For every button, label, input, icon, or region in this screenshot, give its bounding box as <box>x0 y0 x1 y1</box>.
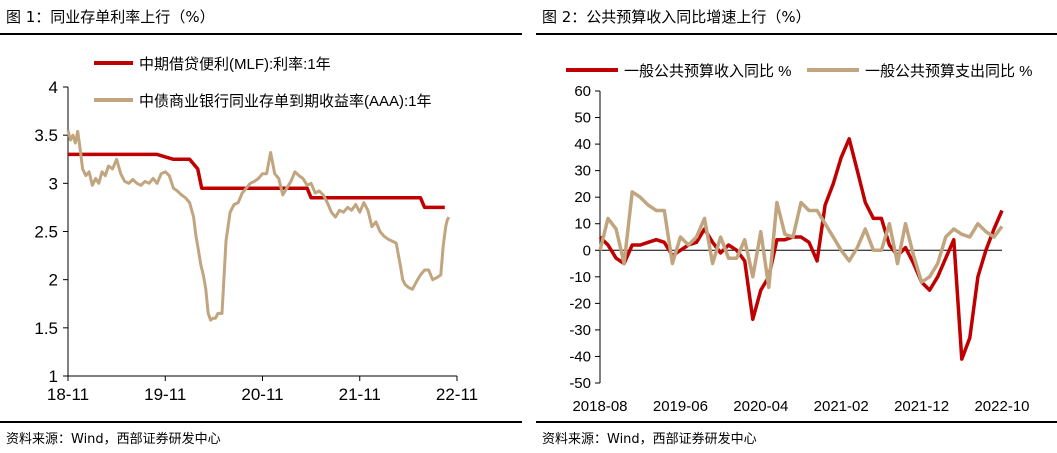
x-tick-label: 18-11 <box>47 385 89 404</box>
y-tick-label: -40 <box>569 348 591 365</box>
y-tick-label: 60 <box>574 83 591 100</box>
x-tick-label: 2021-12 <box>894 398 949 415</box>
x-tick-label: 2022-10 <box>974 398 1029 415</box>
x-tick-label: 2019-06 <box>653 398 708 415</box>
figure-1-top-rule <box>0 33 522 35</box>
x-tick-label: 21-11 <box>339 385 381 404</box>
x-tick-label: 19-11 <box>144 385 186 404</box>
figure-1-panel: 图 1：同业存单利率上行（%） 1 1.5 2 2.5 3 3.5 4 18-11 19-11 2… <box>0 0 522 453</box>
y-tick-label: 1 <box>49 367 58 386</box>
x-tick-label: 2020-04 <box>733 398 788 415</box>
figure-2-top-rule <box>536 33 1057 35</box>
y-tick-label: 1.5 <box>34 319 58 338</box>
y-tick-label: 30 <box>574 163 591 180</box>
legend-label-2: 中债商业银行同业存单到期收益率(AAA):1年 <box>139 93 432 110</box>
y-tick-label: 10 <box>574 216 591 233</box>
x-tick-label: 2018-08 <box>572 398 627 415</box>
figure-1-source: 资料来源：Wind，西部证券研发中心 <box>6 432 221 447</box>
series-line-1 <box>68 152 445 210</box>
y-tick-label: 2.5 <box>34 223 58 242</box>
series-line-2 <box>66 129 451 322</box>
figure-2-source: 资料来源：Wind，西部证券研发中心 <box>542 432 757 447</box>
y-tick-label: 2 <box>49 271 58 290</box>
figure-2-panel: 图 2：公共预算收入同比增速上行（%） -50 -40 -30 -20 -10 0 10 20… <box>536 0 1057 453</box>
series-line-1 <box>598 137 1004 361</box>
legend-label-1: 中期借贷便利(MLF):利率:1年 <box>139 56 331 73</box>
legend-label-1: 一般公共预算收入同比 % <box>624 62 792 80</box>
figure-2-chart: -50 -40 -30 -20 -10 0 10 20 30 40 50 60 2018-08 2019-… <box>566 62 1033 415</box>
y-tick-label: 0 <box>583 242 591 259</box>
y-tick-label: -10 <box>569 269 591 286</box>
y-tick-label: 50 <box>574 110 591 127</box>
figure-1-title: 图 1：同业存单利率上行（%） <box>6 8 215 26</box>
y-tick-label: 20 <box>574 189 591 206</box>
figure-2-bottom-rule <box>536 421 1057 423</box>
legend-label-2: 一般公共预算支出同比 % <box>865 62 1033 80</box>
y-tick-label: 3 <box>49 174 58 193</box>
series-line-2 <box>598 190 1004 290</box>
y-tick-label: -20 <box>569 295 591 312</box>
figure-1-bottom-rule <box>0 421 522 423</box>
x-tick-label: 20-11 <box>241 385 283 404</box>
y-tick-label: -50 <box>569 375 591 392</box>
y-tick-label: -30 <box>569 322 591 339</box>
x-tick-label: 2021-02 <box>814 398 869 415</box>
y-tick-label: 4 <box>49 78 58 97</box>
x-tick-label: 22-11 <box>436 385 478 404</box>
y-tick-label: 40 <box>574 136 591 153</box>
figure-2-title: 图 2：公共预算收入同比增速上行（%） <box>542 8 811 26</box>
figure-1-chart: 1 1.5 2 2.5 3 3.5 4 18-11 19-11 20-11 21-11 22-11 中期… <box>34 56 478 404</box>
y-tick-label: 3.5 <box>34 126 58 145</box>
